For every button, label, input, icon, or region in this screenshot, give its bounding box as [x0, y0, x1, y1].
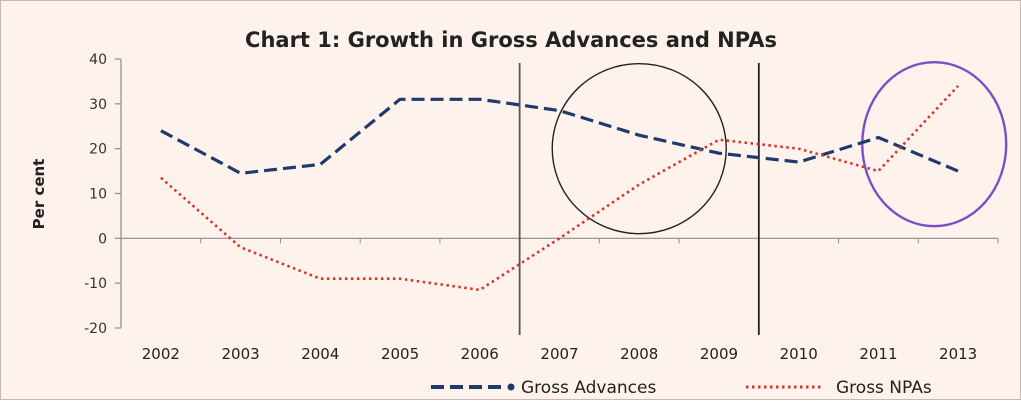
- y-tick-label: 10: [89, 187, 107, 203]
- x-tick-label: 2011: [859, 345, 897, 363]
- x-tick-label: 2003: [221, 345, 259, 363]
- x-tick-label: 2004: [301, 345, 339, 363]
- chart-title: Chart 1: Growth in Gross Advances and NP…: [245, 28, 777, 52]
- y-tick-label: -10: [84, 276, 107, 292]
- y-tick-label: 40: [89, 52, 107, 68]
- x-tick-label: 2002: [142, 345, 180, 363]
- x-tick-label: 2010: [780, 345, 818, 363]
- x-tick-label: 2013: [939, 345, 977, 363]
- highlight-ellipse-2: [862, 62, 1006, 226]
- series-layer: [161, 86, 958, 290]
- legend-label: Gross NPAs: [836, 378, 932, 398]
- y-tick-label: -20: [84, 321, 107, 337]
- legend-marker: [508, 384, 515, 391]
- legend: Gross Advances Gross NPAs: [431, 378, 932, 398]
- series-line-gross-npas: [161, 86, 958, 290]
- y-tick-label: 20: [89, 142, 107, 158]
- x-tick-label: 2005: [381, 345, 419, 363]
- annotations: [520, 62, 1007, 335]
- y-tick-label: 30: [89, 97, 107, 113]
- legend-label: Gross Advances: [521, 378, 656, 398]
- x-tick-label: 2007: [540, 345, 578, 363]
- y-axis-label: Per cent: [30, 159, 48, 230]
- x-tick-label: 2008: [620, 345, 658, 363]
- x-tick-label: 2006: [461, 345, 499, 363]
- x-tick-label: 2009: [700, 345, 738, 363]
- series-line-gross-advances: [161, 99, 958, 173]
- y-tick-label: 0: [98, 231, 107, 247]
